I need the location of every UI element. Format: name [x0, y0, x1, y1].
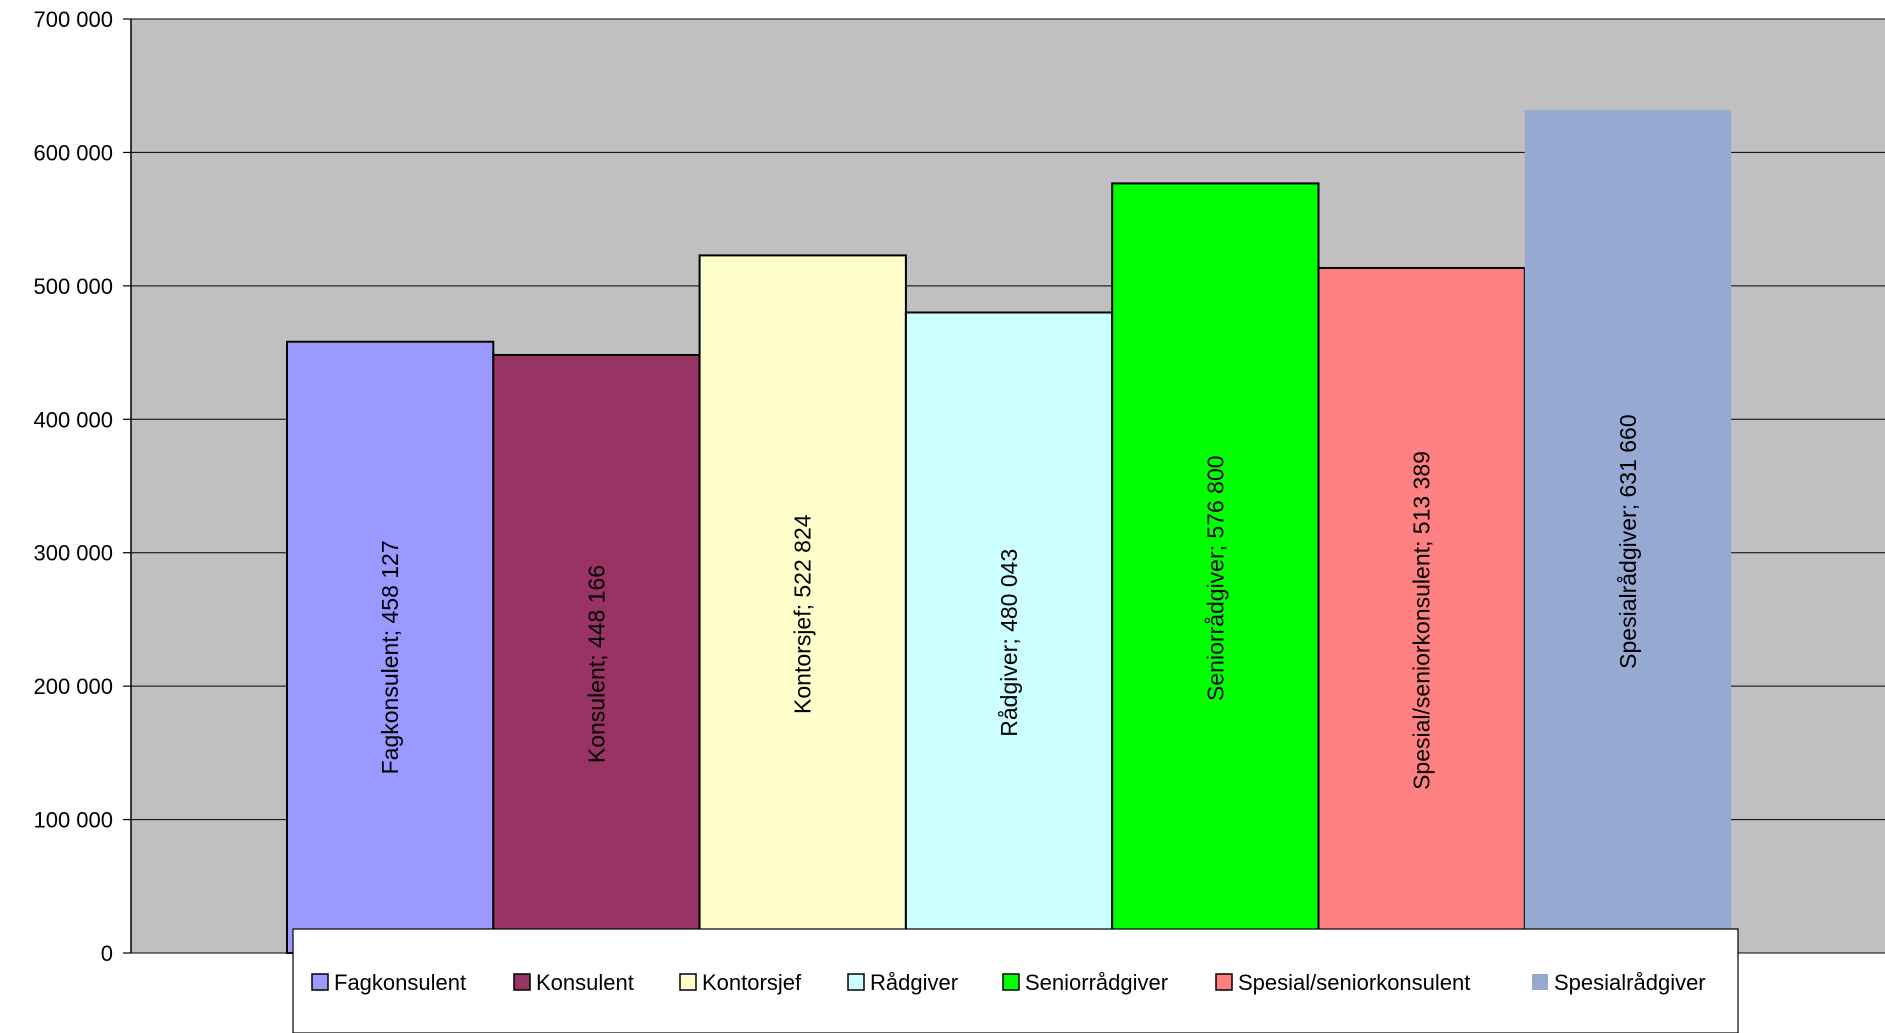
bar	[1111, 182, 1320, 955]
y-tick-label: 400 000	[33, 407, 113, 432]
data-label: Kontorsjef; 522 824	[790, 514, 816, 714]
legend-swatch	[1215, 973, 1233, 991]
legend-swatch	[1532, 974, 1548, 990]
bar	[286, 340, 495, 955]
bar	[492, 354, 701, 954]
legend-label: Kontorsjef	[702, 970, 802, 995]
data-label: Seniorrådgiver; 576 800	[1202, 455, 1228, 701]
bar	[698, 254, 907, 955]
legend-swatch	[311, 973, 329, 991]
y-tick-label: 100 000	[33, 808, 113, 833]
bar	[1524, 110, 1732, 954]
legend: Fagkonsulent Konsulent Kontorsjef Rådgiver S…	[292, 928, 1739, 1033]
legend-label: Spesial/seniorkonsulent	[1238, 970, 1470, 995]
data-label: Konsulent; 448 166	[583, 565, 609, 763]
y-tick-label: 200 000	[33, 674, 113, 699]
y-tick-label: 600 000	[33, 140, 113, 165]
legend-label: Seniorrådgiver	[1025, 970, 1168, 995]
legend-swatch	[847, 973, 865, 991]
data-label: Fagkonsulent; 458 127	[377, 540, 403, 774]
y-tick-label: 0	[101, 941, 113, 966]
legend-label: Fagkonsulent	[334, 970, 466, 995]
legend-swatch	[513, 973, 531, 991]
data-label: Spesial/seniorkonsulent; 513 389	[1409, 451, 1435, 790]
legend-label: Rådgiver	[870, 970, 958, 995]
bars	[286, 110, 1732, 955]
legend-label: Konsulent	[536, 970, 634, 995]
y-tick-label: 300 000	[33, 541, 113, 566]
data-label: Spesialrådgiver; 631 660	[1615, 414, 1641, 668]
bar	[904, 311, 1114, 954]
legend-swatch	[679, 973, 697, 991]
legend-label: Spesialrådgiver	[1554, 970, 1706, 995]
y-tick-label: 500 000	[33, 274, 113, 299]
data-labels: Fagkonsulent; 458 127 Konsulent; 448 166 K…	[377, 414, 1641, 790]
legend-swatch	[1002, 973, 1020, 991]
data-label: Rådgiver; 480 043	[996, 549, 1022, 737]
y-tick-label: 700 000	[33, 7, 113, 32]
y-axis-ticks: 0 100 000 200 000 300 000 400 000 500 000 600 …	[33, 7, 131, 966]
